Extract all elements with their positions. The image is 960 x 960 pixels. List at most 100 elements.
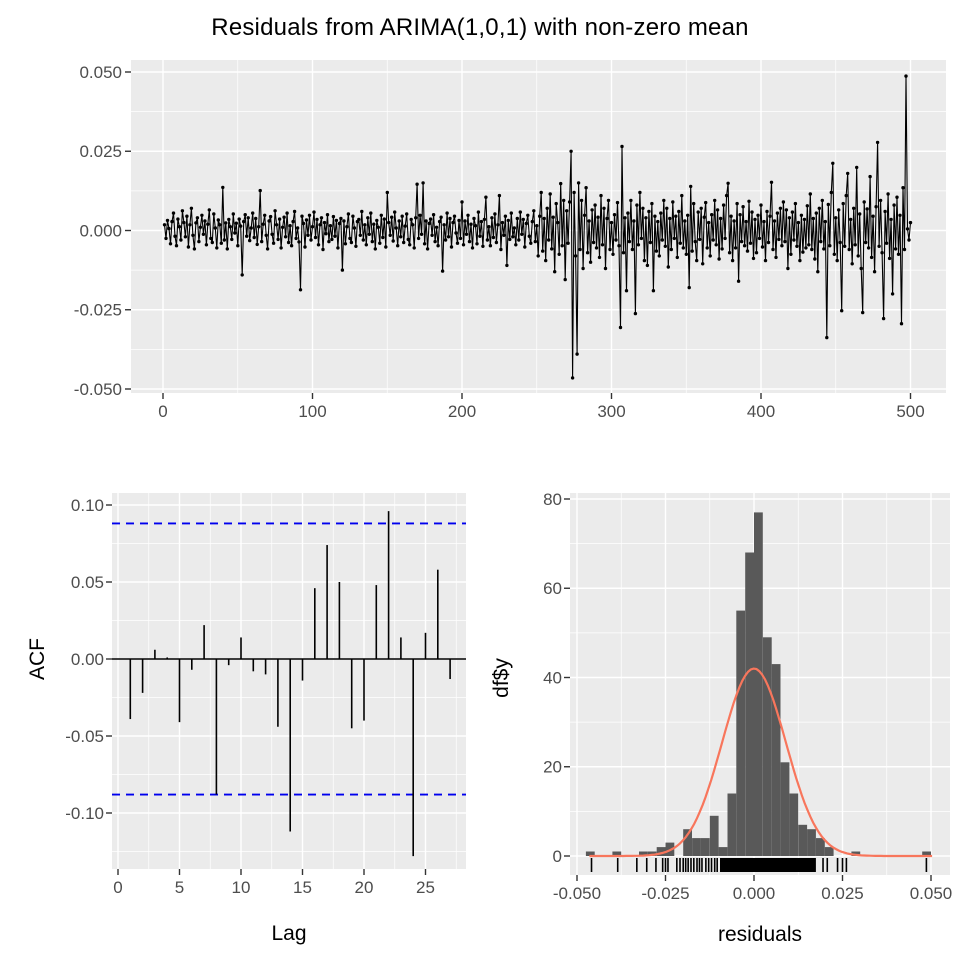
residual-point [523, 245, 527, 249]
residual-point [576, 181, 581, 185]
residual-point [334, 218, 339, 223]
residual-point [382, 217, 386, 221]
residual-point [391, 239, 395, 243]
residual-point [674, 214, 678, 218]
residual-point [200, 213, 204, 217]
residual-point [781, 200, 786, 204]
residual-point [276, 237, 280, 242]
normal-density-curve [589, 667, 933, 858]
residual-point [742, 244, 747, 248]
residual-point [905, 227, 910, 231]
residual-point [741, 205, 745, 209]
residual-point [647, 209, 651, 214]
hist-bar [771, 664, 781, 856]
residual-point [901, 186, 905, 190]
residual-point [230, 237, 234, 242]
residual-point [837, 208, 841, 212]
residual-point [763, 258, 768, 263]
residual-point [270, 232, 274, 236]
residual-point [405, 212, 409, 216]
tick-label: 300 [597, 402, 625, 421]
tick-label: 60 [543, 579, 562, 598]
hist-bar [727, 793, 737, 856]
residual-point [219, 241, 223, 245]
tick-label: 0.050 [910, 884, 953, 903]
residual-point [306, 233, 310, 237]
residual-point [458, 236, 463, 241]
residual-point [787, 216, 792, 220]
residual-point [399, 235, 403, 239]
residual-point [331, 214, 336, 219]
residual-point [488, 244, 493, 248]
residual-point [503, 214, 508, 218]
residual-point [242, 219, 246, 224]
residual-point [684, 252, 688, 256]
residual-point [442, 223, 446, 227]
residual-point [381, 235, 385, 240]
residual-point [890, 292, 895, 296]
residual-point [387, 220, 391, 225]
residual-point [204, 243, 209, 247]
residual-point [440, 269, 445, 273]
residual-point [798, 258, 802, 263]
hist-bar [798, 824, 808, 856]
residual-point [795, 244, 799, 248]
residual-point [373, 247, 377, 251]
residual-point [698, 237, 702, 242]
residual-point [846, 171, 850, 176]
residual-point [185, 214, 189, 218]
residual-point [858, 212, 862, 216]
residual-point [424, 219, 428, 223]
residual-point [445, 211, 449, 215]
residual-point [866, 246, 871, 250]
residual-point [390, 215, 394, 219]
rug-band [720, 858, 816, 872]
residual-point [286, 240, 291, 245]
residual-point [644, 216, 648, 220]
residual-point [566, 241, 570, 245]
residual-point [532, 209, 536, 213]
residual-point [559, 181, 563, 186]
residual-line [163, 76, 912, 378]
residual-point [615, 200, 620, 205]
residual-point [343, 242, 348, 246]
residual-point [180, 209, 185, 213]
residual-point [233, 231, 237, 235]
residual-point [579, 198, 584, 203]
residual-point [164, 236, 168, 241]
residual-point [251, 211, 255, 215]
residual-point [633, 311, 638, 316]
residual-point [554, 201, 558, 206]
tick-label: 0.000 [733, 884, 776, 903]
residual-point [542, 216, 546, 221]
residual-point [630, 247, 635, 252]
residual-point [777, 237, 781, 242]
residual-point [757, 236, 762, 241]
residual-point [454, 231, 458, 235]
residual-point [378, 241, 382, 245]
tick-label: 0.000 [79, 221, 122, 240]
residual-point [536, 254, 540, 258]
residual-point [730, 258, 735, 263]
residual-point [514, 243, 518, 247]
residual-point [760, 245, 765, 249]
residual-point [384, 245, 388, 249]
residual-point [714, 243, 718, 247]
residual-point [449, 245, 454, 249]
residual-point [418, 213, 422, 217]
residual-point [240, 273, 244, 277]
hist-bar [709, 815, 719, 856]
residual-point [666, 265, 670, 269]
residual-point [790, 210, 795, 214]
residual-point [297, 240, 301, 244]
residual-point [793, 201, 798, 206]
residual-point [635, 203, 639, 207]
residual-point [766, 240, 771, 245]
residual-point [162, 223, 167, 227]
tick-label: -0.050 [74, 380, 122, 399]
residual-point [881, 316, 886, 321]
residual-point [327, 239, 331, 244]
residual-point [562, 198, 566, 203]
tick-label: 0.050 [79, 63, 122, 82]
tick-label: -0.025 [641, 884, 689, 903]
